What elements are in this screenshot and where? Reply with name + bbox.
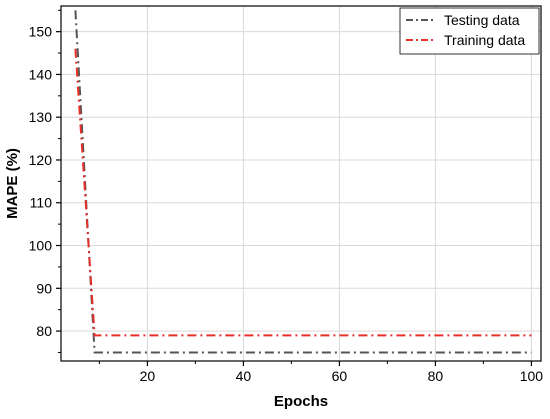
y-tick-label: 140 [29,66,53,82]
legend-label: Training data [444,32,525,48]
y-tick-label: 80 [36,323,52,339]
y-tick-label: 120 [29,152,53,168]
y-axis-label: MAPE (%) [4,148,21,219]
y-tick-label: 130 [29,109,53,125]
y-tick-label: 150 [29,24,53,40]
series-line-training [74,48,532,337]
x-tick-label: 20 [140,368,156,384]
y-tick-label: 90 [36,280,52,296]
plot-frame [60,5,542,362]
y-tick-label: 110 [30,195,53,211]
x-tick-label: 60 [332,368,348,384]
x-tick-label: 100 [520,368,544,384]
y-tick-label: 100 [29,238,53,254]
x-tick-label: 40 [236,368,252,384]
x-tick-label: 80 [428,368,444,384]
legend: Testing data Training data [399,7,540,55]
legend-label: Testing data [444,12,520,28]
tick-layer: 20 40 60 80 100 80 90 100 110 120 130 140 150 [29,9,544,384]
series-line-testing [74,10,532,354]
grid-layer [61,6,541,361]
series-layer [74,10,532,354]
x-axis-label: Epochs [274,393,328,410]
legend-box [399,7,540,55]
